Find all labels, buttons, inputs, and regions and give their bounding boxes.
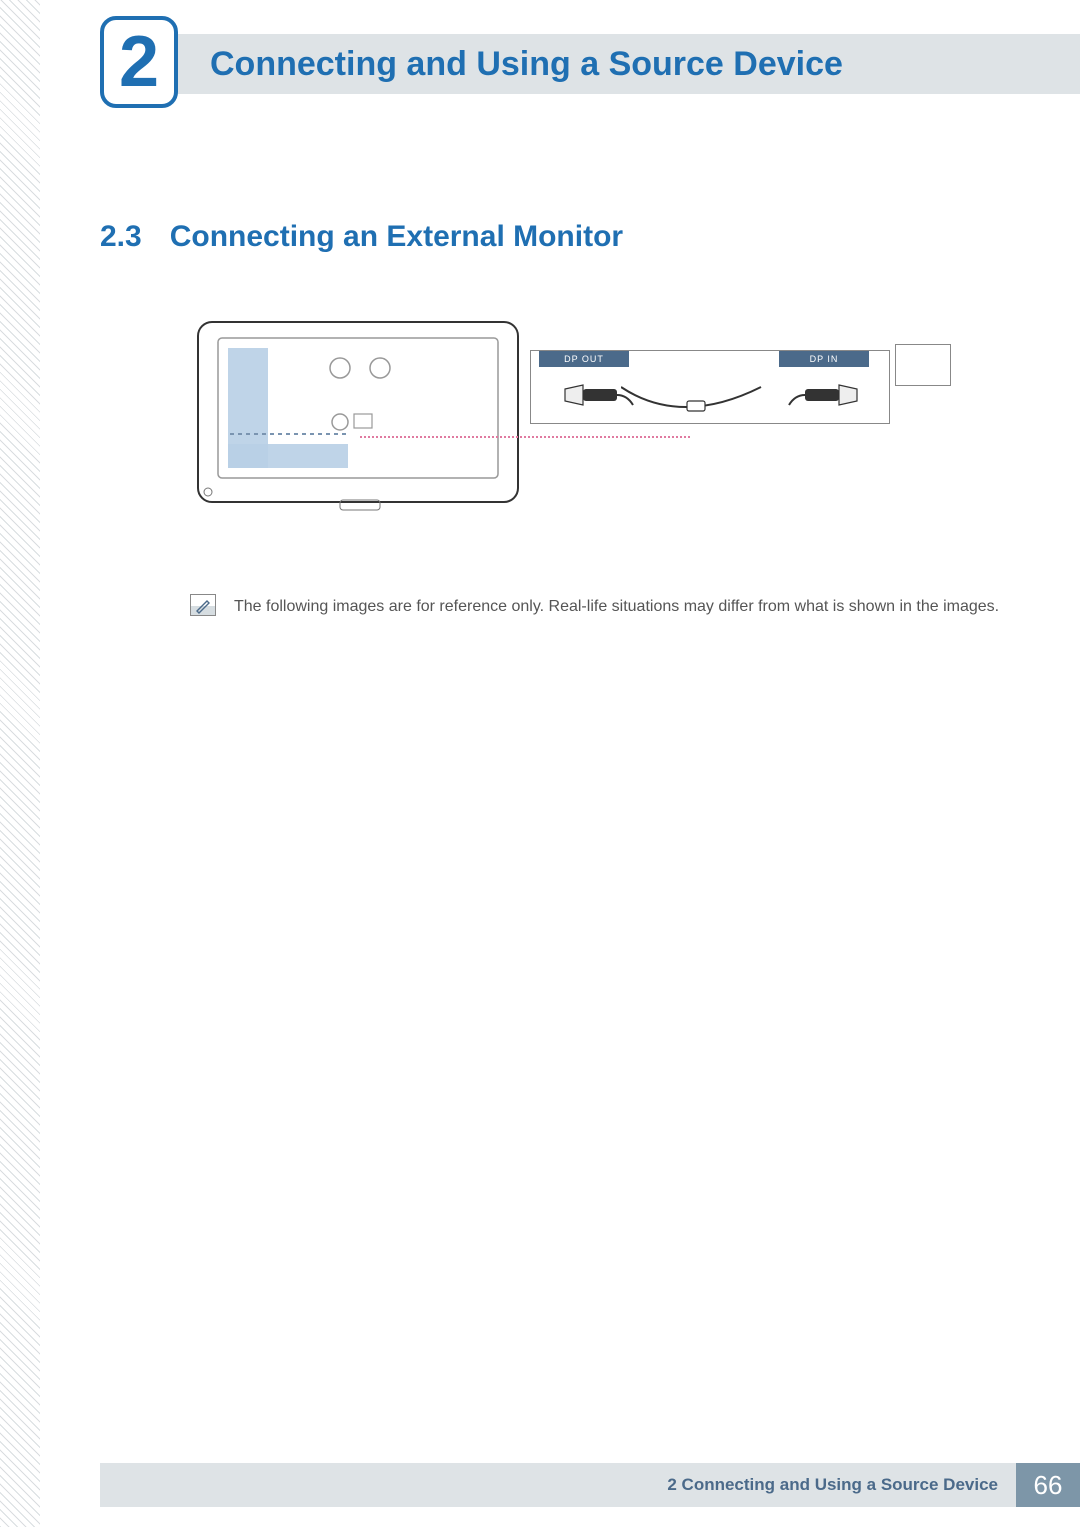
footer-chapter-ref: 2 Connecting and Using a Source Device	[667, 1475, 998, 1495]
note-block: The following images are for reference o…	[190, 594, 1020, 620]
chapter-header-bar: Connecting and Using a Source Device	[100, 34, 1080, 94]
section-title: Connecting an External Monitor	[170, 220, 623, 254]
cable-arc-icon	[621, 379, 801, 419]
section-number: 2.3	[100, 220, 142, 254]
connection-dotted-line	[360, 436, 690, 438]
monitor-outline-icon	[190, 314, 530, 514]
page-footer: 2 Connecting and Using a Source Device 6…	[100, 1463, 1080, 1507]
page-content: 2.3 Connecting an External Monitor DP OU…	[100, 220, 1020, 620]
left-margin-hatch	[0, 0, 40, 1527]
chapter-badge: 2	[100, 16, 178, 108]
footer-bar: 2 Connecting and Using a Source Device	[100, 1463, 1016, 1507]
dp-out-label: DP OUT	[539, 351, 629, 367]
dp-port-panel: DP OUT DP IN	[530, 350, 890, 424]
footer-page-number: 66	[1016, 1463, 1080, 1507]
note-icon	[190, 594, 216, 616]
chapter-number: 2	[119, 26, 159, 98]
dp-in-label: DP IN	[779, 351, 869, 367]
connection-diagram: DP OUT DP IN	[190, 314, 930, 534]
chapter-title: Connecting and Using a Source Device	[210, 45, 843, 84]
note-text: The following images are for reference o…	[234, 594, 999, 620]
external-device-box	[895, 344, 951, 386]
section-heading: 2.3 Connecting an External Monitor	[100, 220, 1020, 254]
